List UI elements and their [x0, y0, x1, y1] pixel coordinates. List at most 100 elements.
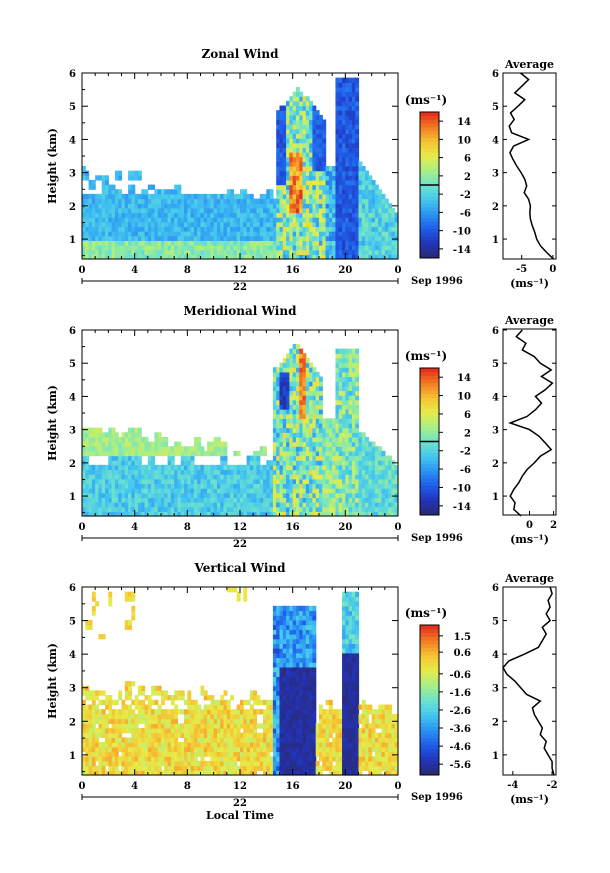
- heatmap-cell: [246, 511, 251, 517]
- heatmap-cell: [309, 409, 314, 415]
- heatmap-cell: [105, 203, 109, 209]
- heatmap-cell: [167, 756, 172, 762]
- heatmap-cell: [332, 249, 337, 255]
- heatmap-cell: [263, 483, 267, 489]
- heatmap-cell: [141, 737, 146, 743]
- heatmap-cell: [295, 245, 300, 251]
- heatmap-cell: [85, 427, 90, 433]
- heatmap-cell: [220, 732, 225, 738]
- heatmap-cell: [226, 742, 231, 748]
- heatmap-cell: [374, 217, 379, 223]
- heatmap-cell: [289, 193, 294, 200]
- heatmap-cell: [276, 207, 281, 214]
- heatmap-cell: [82, 170, 86, 176]
- heatmap-cell: [381, 511, 386, 517]
- heatmap-cell: [141, 497, 146, 503]
- heatmap-cell: [226, 240, 231, 246]
- heatmap-cell: [184, 464, 188, 471]
- colorbar-band: [420, 155, 439, 160]
- colorbar-tick-label: 10: [457, 392, 471, 403]
- heatmap-cell: [279, 362, 284, 368]
- heatmap-cell: [207, 770, 211, 776]
- heatmap-cell: [289, 409, 294, 415]
- heatmap-cell: [101, 742, 106, 748]
- heatmap-cell: [371, 469, 376, 475]
- heatmap-cell: [338, 170, 343, 176]
- heatmap-cell: [180, 756, 185, 762]
- heatmap-cell: [342, 376, 346, 382]
- heatmap-cell: [355, 86, 360, 93]
- heatmap-cell: [230, 217, 235, 223]
- heatmap-cell: [305, 193, 310, 200]
- heatmap-cell: [338, 376, 343, 382]
- heatmap-cell: [309, 212, 314, 218]
- heatmap-cell: [351, 488, 356, 494]
- heatmap-cell: [309, 423, 314, 429]
- heatmap-cell: [147, 770, 152, 776]
- heatmap-cell: [200, 709, 205, 715]
- heatmap-cell: [121, 751, 126, 757]
- heatmap-cell: [263, 488, 267, 494]
- heatmap-cell: [335, 114, 340, 121]
- heatmap-cell: [279, 395, 284, 401]
- heatmap-cell: [236, 723, 241, 729]
- heatmap-cell: [289, 240, 294, 246]
- heatmap-cell: [345, 469, 350, 475]
- heatmap-cell: [256, 221, 261, 228]
- heatmap-cell: [259, 478, 264, 485]
- heatmap-cell: [154, 742, 159, 748]
- heatmap-cell: [246, 455, 251, 461]
- heatmap-cell: [190, 446, 195, 452]
- heatmap-cell: [388, 231, 393, 237]
- heatmap-cell: [121, 502, 126, 508]
- x-tick-label: 0: [395, 265, 402, 276]
- heatmap-cell: [276, 483, 281, 489]
- heatmap-cell: [118, 455, 123, 461]
- heatmap-cell: [256, 198, 261, 204]
- heatmap-cell: [351, 381, 356, 387]
- heatmap-cell: [193, 207, 198, 214]
- heatmap-cell: [328, 497, 333, 503]
- heatmap-cell: [335, 184, 340, 190]
- heatmap-cell: [101, 713, 106, 720]
- heatmap-cell: [108, 189, 113, 195]
- heatmap-cell: [137, 742, 142, 748]
- heatmap-cell: [124, 624, 129, 630]
- heatmap-cell: [180, 231, 185, 237]
- heatmap-cell: [295, 138, 300, 144]
- heatmap-cell: [157, 249, 162, 255]
- heatmap-cell: [361, 189, 366, 195]
- heatmap-cell: [325, 166, 330, 172]
- heatmap-cell: [384, 217, 389, 223]
- heatmap-cell: [358, 446, 363, 452]
- heatmap-cell: [157, 728, 162, 734]
- heatmap-cell: [108, 245, 113, 251]
- heatmap-cell: [342, 418, 346, 424]
- heatmap-cell: [361, 207, 366, 214]
- heatmap-cell: [348, 348, 353, 354]
- colorbar-band: [420, 119, 439, 124]
- colorbar-band: [420, 163, 439, 168]
- heatmap-cell: [164, 709, 169, 715]
- heatmap-cell: [361, 455, 366, 461]
- colorbar-band: [420, 254, 439, 259]
- heatmap-cell: [216, 751, 221, 757]
- heatmap-cell: [213, 464, 218, 471]
- heatmap-cell: [137, 441, 142, 447]
- heatmap-cell: [177, 221, 182, 228]
- heatmap-cell: [243, 502, 248, 508]
- heatmap-cell: [91, 699, 96, 706]
- heatmap-cell: [246, 212, 251, 218]
- heatmap-cell: [312, 184, 317, 190]
- heatmap-cell: [259, 245, 264, 251]
- heatmap-cell: [286, 240, 290, 246]
- heatmap-cell: [88, 231, 93, 237]
- heatmap-cell: [371, 483, 376, 489]
- heatmap-cell: [305, 249, 310, 255]
- heatmap-cell: [85, 436, 90, 443]
- heatmap-cell: [292, 198, 297, 204]
- heatmap-cell: [295, 100, 300, 107]
- heatmap-cell: [319, 488, 323, 494]
- heatmap-cell: [88, 497, 93, 503]
- heatmap-cell: [246, 235, 251, 241]
